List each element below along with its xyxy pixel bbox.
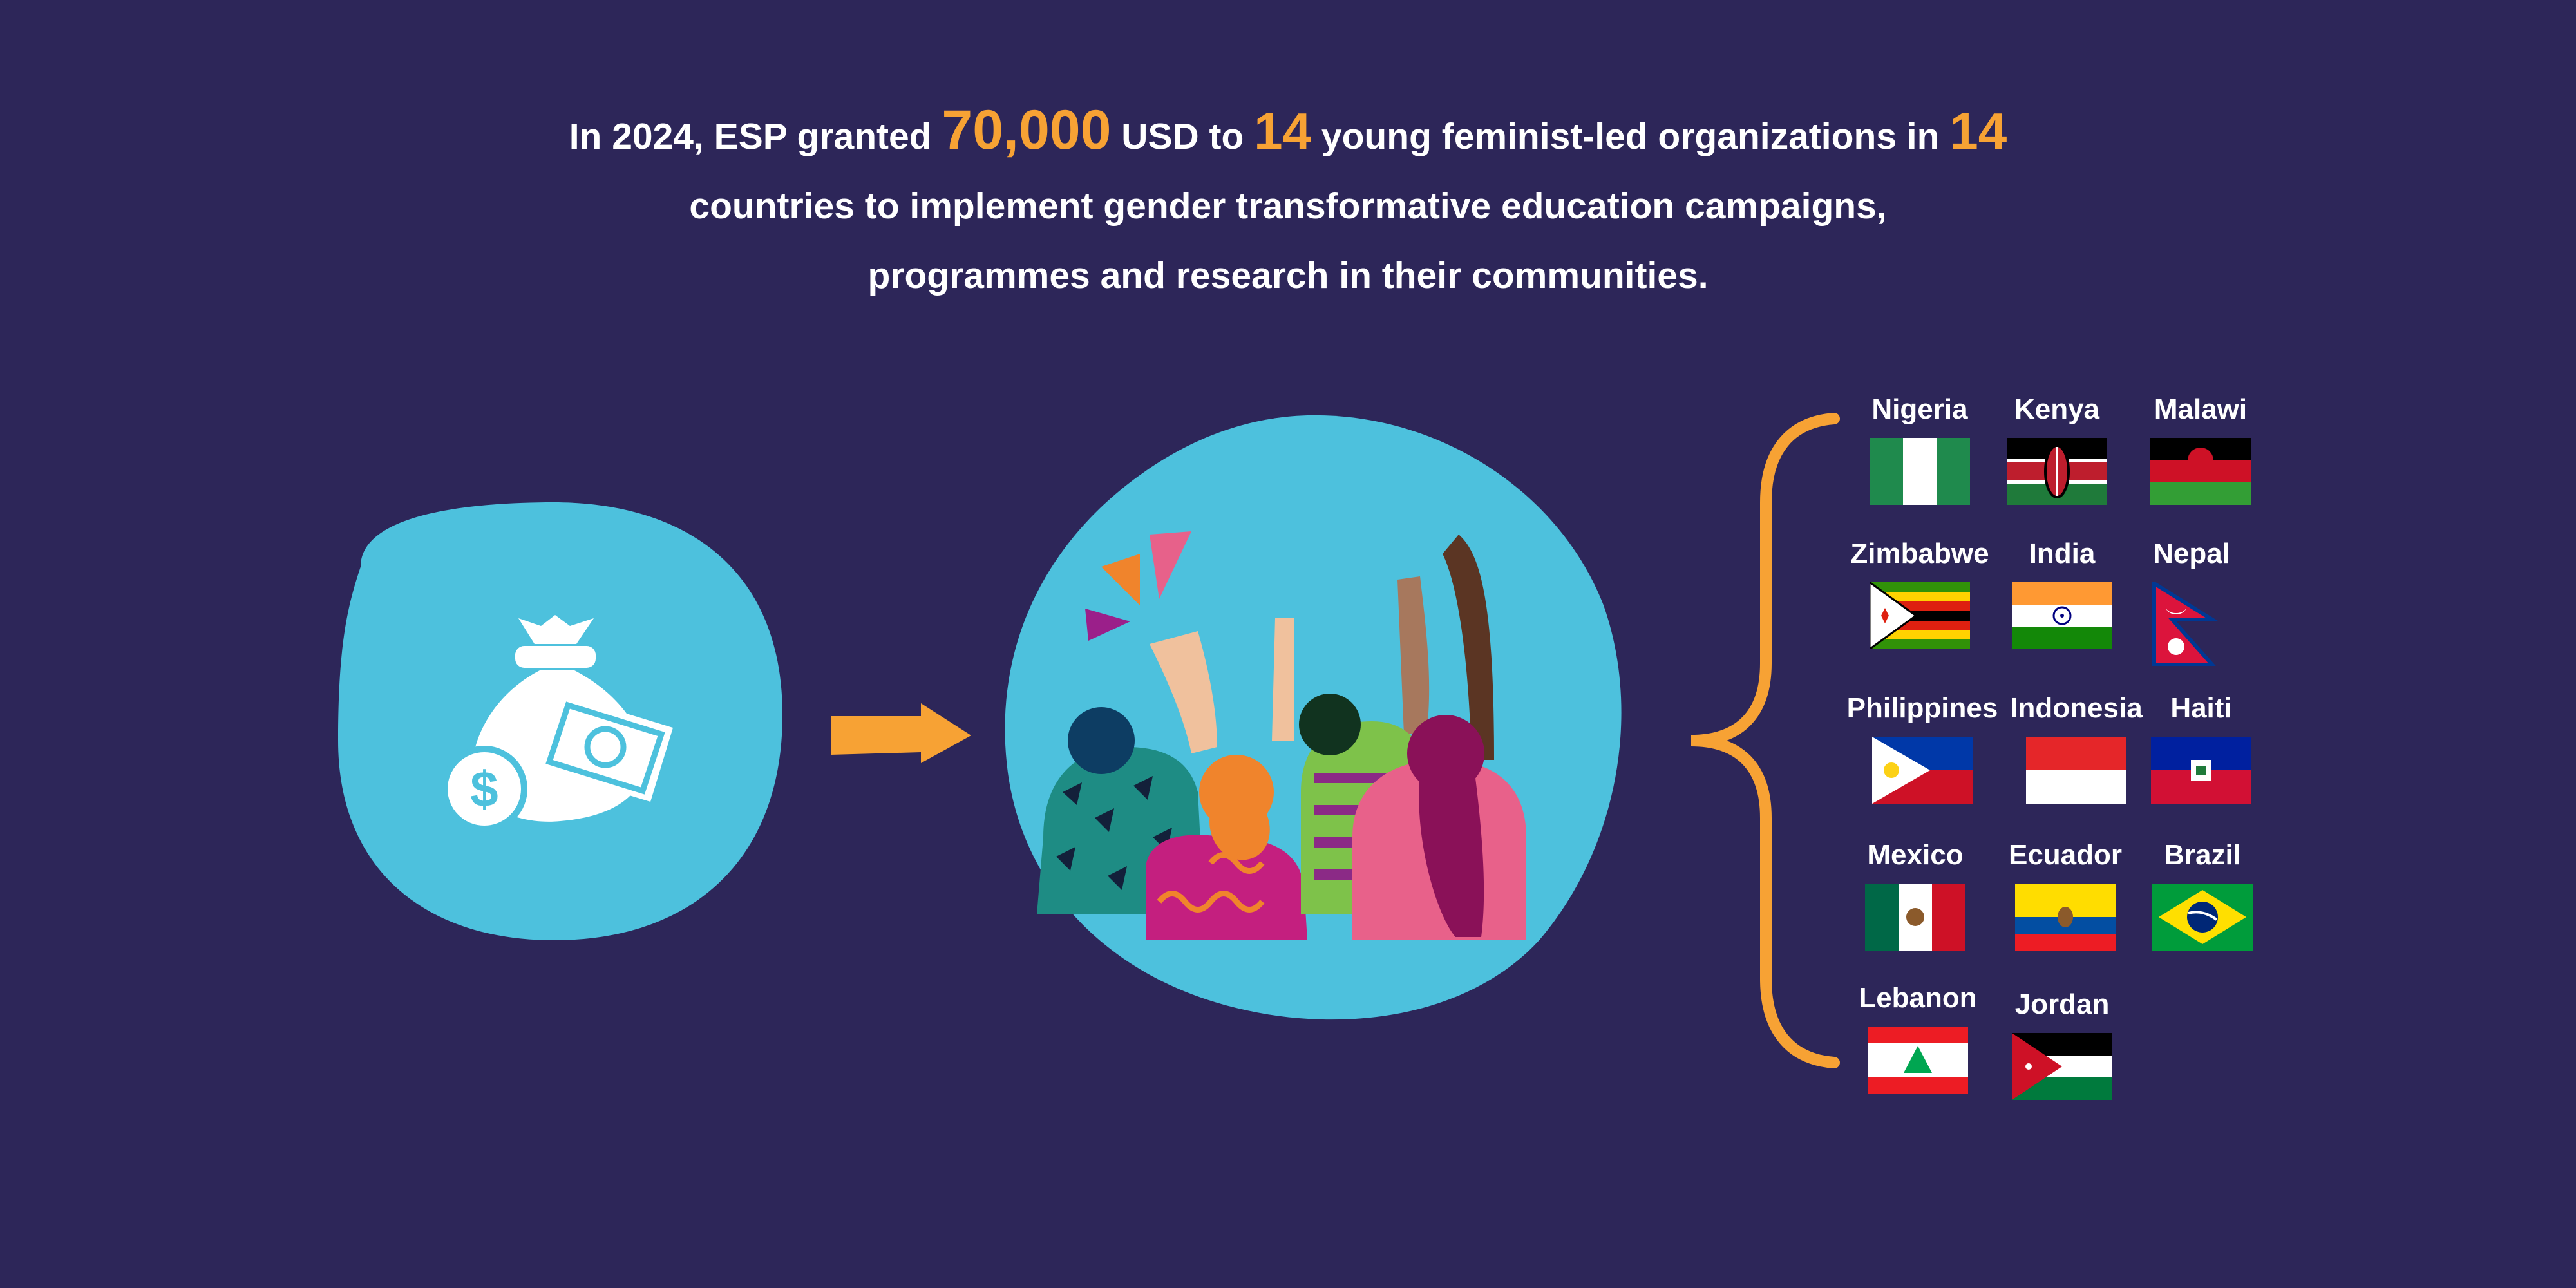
country-lebanon: Lebanon	[1841, 980, 1995, 1094]
malawi-flag-icon	[2150, 438, 2251, 505]
zimbabwe-flag-icon	[1870, 582, 1970, 649]
country-mexico: Mexico	[1838, 837, 1993, 951]
country-malawi: Malawi	[2123, 392, 2278, 505]
country-name: Nigeria	[1871, 393, 1968, 425]
country-name: Zimbabwe	[1850, 538, 1989, 569]
brazil-flag-icon	[2152, 884, 2253, 951]
country-zimbabwe: Zimbabwe	[1842, 536, 1997, 649]
headline-line-1: In 2024, ESP granted 70,000 USD to 14 yo…	[0, 95, 2576, 171]
country-brazil: Brazil	[2125, 837, 2280, 951]
jordan-flag-icon	[2012, 1033, 2112, 1100]
countries-count: 14	[1949, 102, 2007, 160]
country-india: India	[1985, 536, 2139, 649]
headline-text-1: In 2024, ESP granted	[569, 116, 942, 157]
country-name: Philippines	[1846, 692, 1998, 724]
curly-brace	[1690, 413, 1840, 1068]
headline-text-2: USD to	[1111, 116, 1255, 157]
country-name: India	[2029, 538, 2096, 569]
country-jordan: Jordan	[1985, 987, 2139, 1100]
country-philippines: Philippines	[1845, 690, 2000, 804]
country-name: Mexico	[1867, 839, 1964, 871]
country-name: Ecuador	[2008, 839, 2123, 871]
indonesia-flag-icon	[2026, 737, 2126, 804]
country-nepal: Nepal	[2114, 536, 2269, 666]
country-name: Jordan	[2014, 989, 2110, 1020]
banknote-icon	[535, 692, 673, 802]
nepal-flag-icon	[2152, 582, 2219, 666]
country-name: Haiti	[2170, 692, 2232, 724]
lebanon-flag-icon	[1868, 1027, 1968, 1094]
haiti-flag-icon	[2151, 737, 2251, 804]
arrow-right-icon	[831, 703, 971, 763]
country-name: Indonesia	[2010, 692, 2143, 724]
svg-text:$: $	[470, 761, 498, 817]
india-flag-icon	[2012, 582, 2112, 649]
country-name: Lebanon	[1859, 982, 1977, 1014]
country-ecuador: Ecuador	[1988, 837, 2143, 951]
headline: In 2024, ESP granted 70,000 USD to 14 yo…	[0, 95, 2576, 310]
dollar-coin-icon: $	[441, 746, 527, 832]
country-haiti: Haiti	[2124, 690, 2278, 804]
grant-amount: 70,000	[942, 99, 1112, 161]
mexico-flag-icon	[1865, 884, 1965, 951]
raised-hands-people-illustration	[1037, 531, 1526, 940]
headline-text-3: young feminist-led organizations in	[1311, 116, 1950, 157]
philippines-flag-icon	[1872, 737, 1973, 804]
organizations-count: 14	[1254, 102, 1312, 160]
country-name: Malawi	[2154, 393, 2248, 425]
headline-line-2: countries to implement gender transforma…	[689, 185, 1887, 227]
nigeria-flag-icon	[1870, 438, 1970, 505]
headline-line-3: programmes and research in their communi…	[867, 255, 1709, 296]
country-name: Brazil	[2164, 839, 2241, 871]
kenya-flag-icon	[2007, 438, 2107, 505]
country-name: Nepal	[2153, 538, 2230, 569]
country-indonesia: Indonesia	[1999, 690, 2154, 804]
ecuador-flag-icon	[2015, 884, 2116, 951]
country-name: Kenya	[2014, 393, 2100, 425]
country-nigeria: Nigeria	[1842, 392, 1997, 505]
country-kenya: Kenya	[1980, 392, 2134, 505]
